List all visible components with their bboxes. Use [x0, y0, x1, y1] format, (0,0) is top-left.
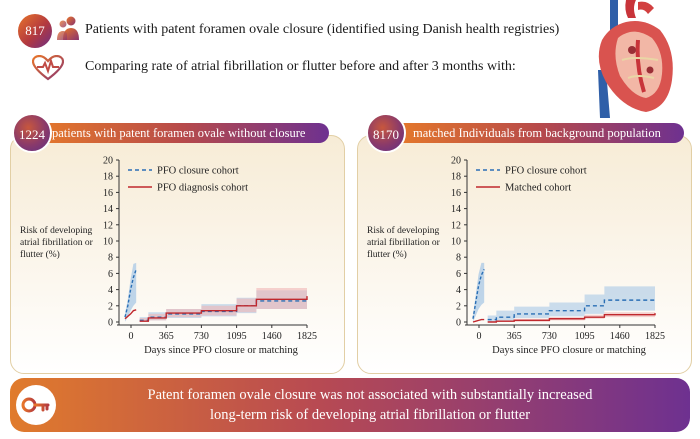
risk-chart-left: 0 2 4 6 8 10 12 14 16 18 20 0 365 730 1095 1460 1825 Days…: [103, 156, 317, 357]
early-closure-line: [472, 269, 485, 319]
x-tick-label: 1095: [575, 331, 595, 342]
x-tick-label: 365: [159, 331, 174, 342]
ci-band: [487, 309, 655, 322]
panel-title-pill: matched Individuals from background popu…: [393, 123, 684, 143]
series-line: [487, 299, 656, 321]
x-tick-label: 1460: [610, 331, 630, 342]
header-line-2: Comparing rate of atrial fibrillation or…: [85, 59, 516, 74]
y-tick-label: 6: [456, 269, 461, 280]
y-tick-label: 0: [108, 318, 113, 329]
risk-chart-right: 0 2 4 6 8 10 12 14 16 18 20 0 365 730 1095 1460 1825 Days…: [451, 156, 665, 357]
x-tick-label: 365: [507, 331, 522, 342]
x-tick-label: 1460: [262, 331, 282, 342]
early-closure-ci-band: [473, 262, 485, 322]
y-tick-label: 20: [103, 156, 113, 167]
y-tick-label: 2: [456, 301, 461, 312]
conclusion-banner: [10, 378, 690, 432]
y-tick-label: 16: [103, 188, 113, 199]
y-tick-label: 8: [456, 253, 461, 264]
y-axis-label: Risk of developing atrial fibrillation o…: [367, 226, 440, 260]
patient-count-badge: 817: [18, 14, 52, 48]
y-tick-label: 10: [451, 237, 461, 248]
x-tick-label: 0: [477, 331, 482, 342]
x-axis-label: Days since PFO closure or matching: [144, 345, 298, 356]
y-tick-label: 18: [451, 172, 461, 183]
legend-label: PFO diagnosis cohort: [157, 183, 248, 194]
series-line: [487, 313, 656, 323]
heart-illustration-icon: [598, 0, 673, 118]
panel-pfo-without-closure: [10, 135, 345, 374]
x-tick-label: 730: [194, 331, 209, 342]
y-tick-label: 8: [108, 253, 113, 264]
y-tick-label: 4: [456, 285, 461, 296]
panel-count-badge: 1224: [12, 113, 52, 153]
panel-title-pill: patients with patent foramen ovale witho…: [34, 123, 329, 143]
x-tick-label: 1095: [227, 331, 247, 342]
y-tick-label: 16: [451, 188, 461, 199]
panel-count-badge: 8170: [366, 113, 406, 153]
key-icon: [21, 397, 50, 413]
x-tick-label: 1825: [645, 331, 665, 342]
ci-band: [487, 285, 655, 322]
legend-label: PFO closure cohort: [505, 166, 587, 177]
heart-rate-icon: [32, 55, 64, 81]
y-tick-label: 14: [103, 204, 113, 215]
panel-matched-population: [357, 135, 692, 374]
series-line: [139, 296, 308, 322]
x-axis-label: Days since PFO closure or matching: [492, 345, 646, 356]
x-tick-label: 1825: [297, 331, 317, 342]
y-tick-label: 10: [103, 237, 113, 248]
legend-label: Matched cohort: [505, 183, 571, 194]
x-tick-label: 730: [542, 331, 557, 342]
y-axis-label: Risk of developing atrial fibrillation o…: [20, 226, 93, 260]
y-tick-label: 14: [451, 204, 461, 215]
conclusion-text: Patent foramen ovale closure was not ass…: [147, 387, 593, 423]
early-closure-line: [124, 269, 137, 318]
legend-label: PFO closure cohort: [157, 166, 239, 177]
key-icon-circle: [16, 385, 56, 425]
y-tick-label: 18: [103, 172, 113, 183]
people-icon: [57, 16, 79, 40]
y-tick-label: 12: [451, 220, 461, 231]
x-tick-label: 0: [129, 331, 134, 342]
y-tick-label: 20: [451, 156, 461, 167]
y-tick-label: 6: [108, 269, 113, 280]
y-tick-label: 2: [108, 301, 113, 312]
y-tick-label: 4: [108, 285, 113, 296]
early-comparison-line: [472, 318, 485, 323]
header-line-1: Patients with patent foramen ovale closu…: [85, 22, 560, 37]
y-tick-label: 12: [103, 220, 113, 231]
y-tick-label: 0: [456, 318, 461, 329]
early-comparison-line: [124, 309, 137, 320]
ci-band: [139, 284, 307, 322]
